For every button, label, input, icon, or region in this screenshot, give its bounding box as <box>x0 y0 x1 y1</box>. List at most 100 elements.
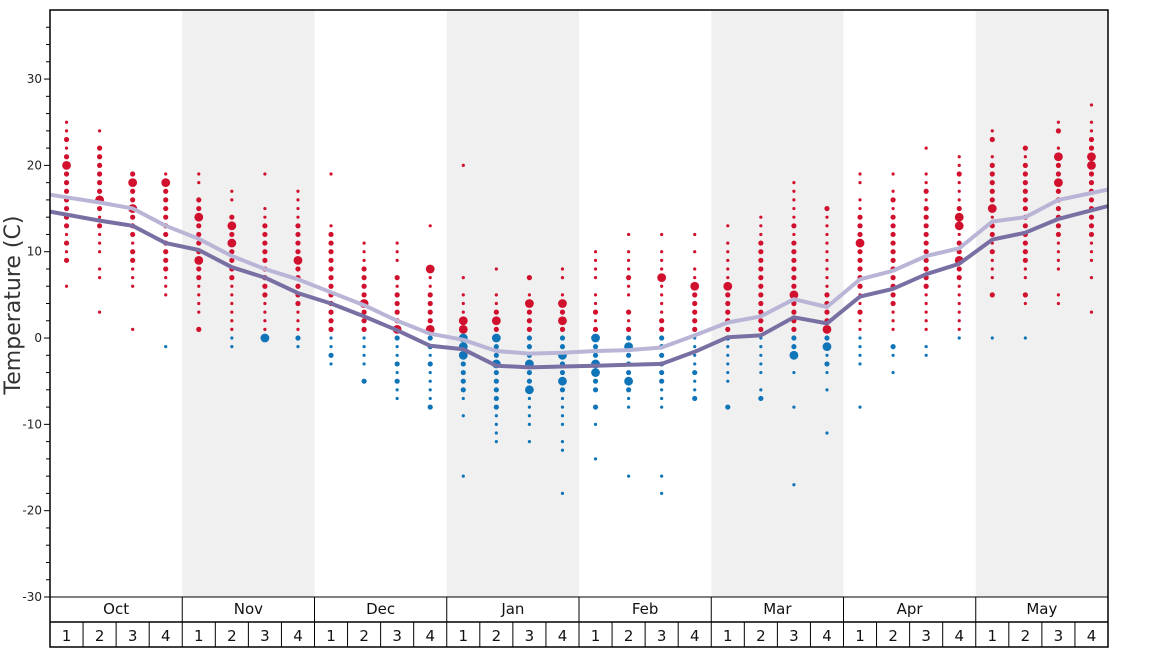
month-shade-jan <box>446 10 579 597</box>
week-label: 3 <box>260 627 270 645</box>
data-point <box>494 431 498 435</box>
data-point <box>924 172 928 176</box>
y-tick-label: 10 <box>27 245 42 259</box>
data-point <box>361 326 367 332</box>
data-point <box>924 146 928 150</box>
month-label-apr: Apr <box>897 600 924 618</box>
data-point <box>130 171 136 177</box>
data-point <box>197 284 201 288</box>
data-point <box>989 292 995 298</box>
data-point <box>1089 120 1094 124</box>
data-point <box>858 353 862 357</box>
data-point <box>527 440 532 444</box>
data-point <box>196 240 202 246</box>
data-point <box>395 241 399 245</box>
data-point <box>295 249 301 255</box>
data-point <box>428 379 432 383</box>
data-point <box>660 310 664 314</box>
data-point <box>660 405 664 409</box>
data-point <box>890 240 896 246</box>
data-point <box>791 335 797 341</box>
data-point <box>891 172 895 176</box>
data-point <box>229 231 235 238</box>
week-label: 2 <box>888 627 898 645</box>
data-point <box>1089 250 1094 254</box>
data-point <box>394 275 400 281</box>
data-point <box>62 160 71 170</box>
data-point <box>428 370 432 375</box>
data-point <box>825 267 829 271</box>
data-point <box>362 241 366 245</box>
data-point <box>593 250 598 254</box>
data-point <box>693 232 697 237</box>
data-point <box>461 414 465 418</box>
data-point <box>328 283 334 289</box>
data-point <box>825 353 829 357</box>
data-point <box>526 344 533 350</box>
data-point <box>163 188 169 194</box>
data-point <box>395 396 399 401</box>
data-point <box>164 345 168 349</box>
data-point <box>230 345 234 349</box>
data-point <box>923 266 929 272</box>
week-label: 2 <box>227 627 237 645</box>
data-point <box>1023 155 1027 159</box>
data-point <box>726 224 730 228</box>
data-point <box>693 250 697 254</box>
month-label-dec: Dec <box>366 600 395 618</box>
data-point <box>693 345 697 349</box>
week-label: 3 <box>921 627 931 645</box>
data-point <box>130 231 136 238</box>
data-point <box>527 405 532 409</box>
data-point <box>625 387 632 393</box>
light-trend-line <box>49 187 1109 356</box>
data-point <box>1023 336 1027 340</box>
data-point <box>296 189 300 193</box>
data-point <box>493 378 499 384</box>
data-point <box>328 240 334 246</box>
data-point <box>194 255 204 265</box>
data-point <box>593 319 598 323</box>
data-point <box>97 250 102 254</box>
data-point <box>428 353 432 357</box>
data-point <box>857 257 863 263</box>
data-point <box>230 284 234 288</box>
data-point <box>924 198 928 202</box>
data-point <box>858 206 862 211</box>
data-point <box>395 353 399 357</box>
data-point <box>989 136 995 143</box>
data-point <box>230 198 234 202</box>
data-point <box>64 232 69 237</box>
data-point <box>328 257 334 263</box>
data-point <box>1022 197 1028 203</box>
data-point <box>822 324 832 334</box>
data-point <box>329 172 333 176</box>
data-point <box>1088 171 1095 177</box>
data-point <box>1056 146 1061 150</box>
data-point <box>858 336 862 340</box>
data-point <box>494 422 498 426</box>
data-point <box>957 189 961 193</box>
data-point <box>1022 257 1028 263</box>
data-point <box>924 293 928 297</box>
data-point <box>858 405 862 409</box>
data-point <box>924 181 928 185</box>
data-point <box>394 335 400 341</box>
data-point <box>660 301 664 306</box>
data-point <box>923 214 929 220</box>
data-point <box>825 241 829 245</box>
data-point <box>660 396 664 401</box>
week-label: 2 <box>95 627 105 645</box>
data-point <box>361 318 367 324</box>
data-point <box>163 231 169 238</box>
data-point <box>296 310 300 314</box>
data-point <box>230 336 234 340</box>
data-point <box>693 276 697 280</box>
data-point <box>957 232 961 237</box>
data-point <box>63 136 70 143</box>
data-point <box>858 172 862 176</box>
data-point <box>461 301 465 306</box>
data-point <box>791 266 797 272</box>
data-point <box>792 483 796 487</box>
